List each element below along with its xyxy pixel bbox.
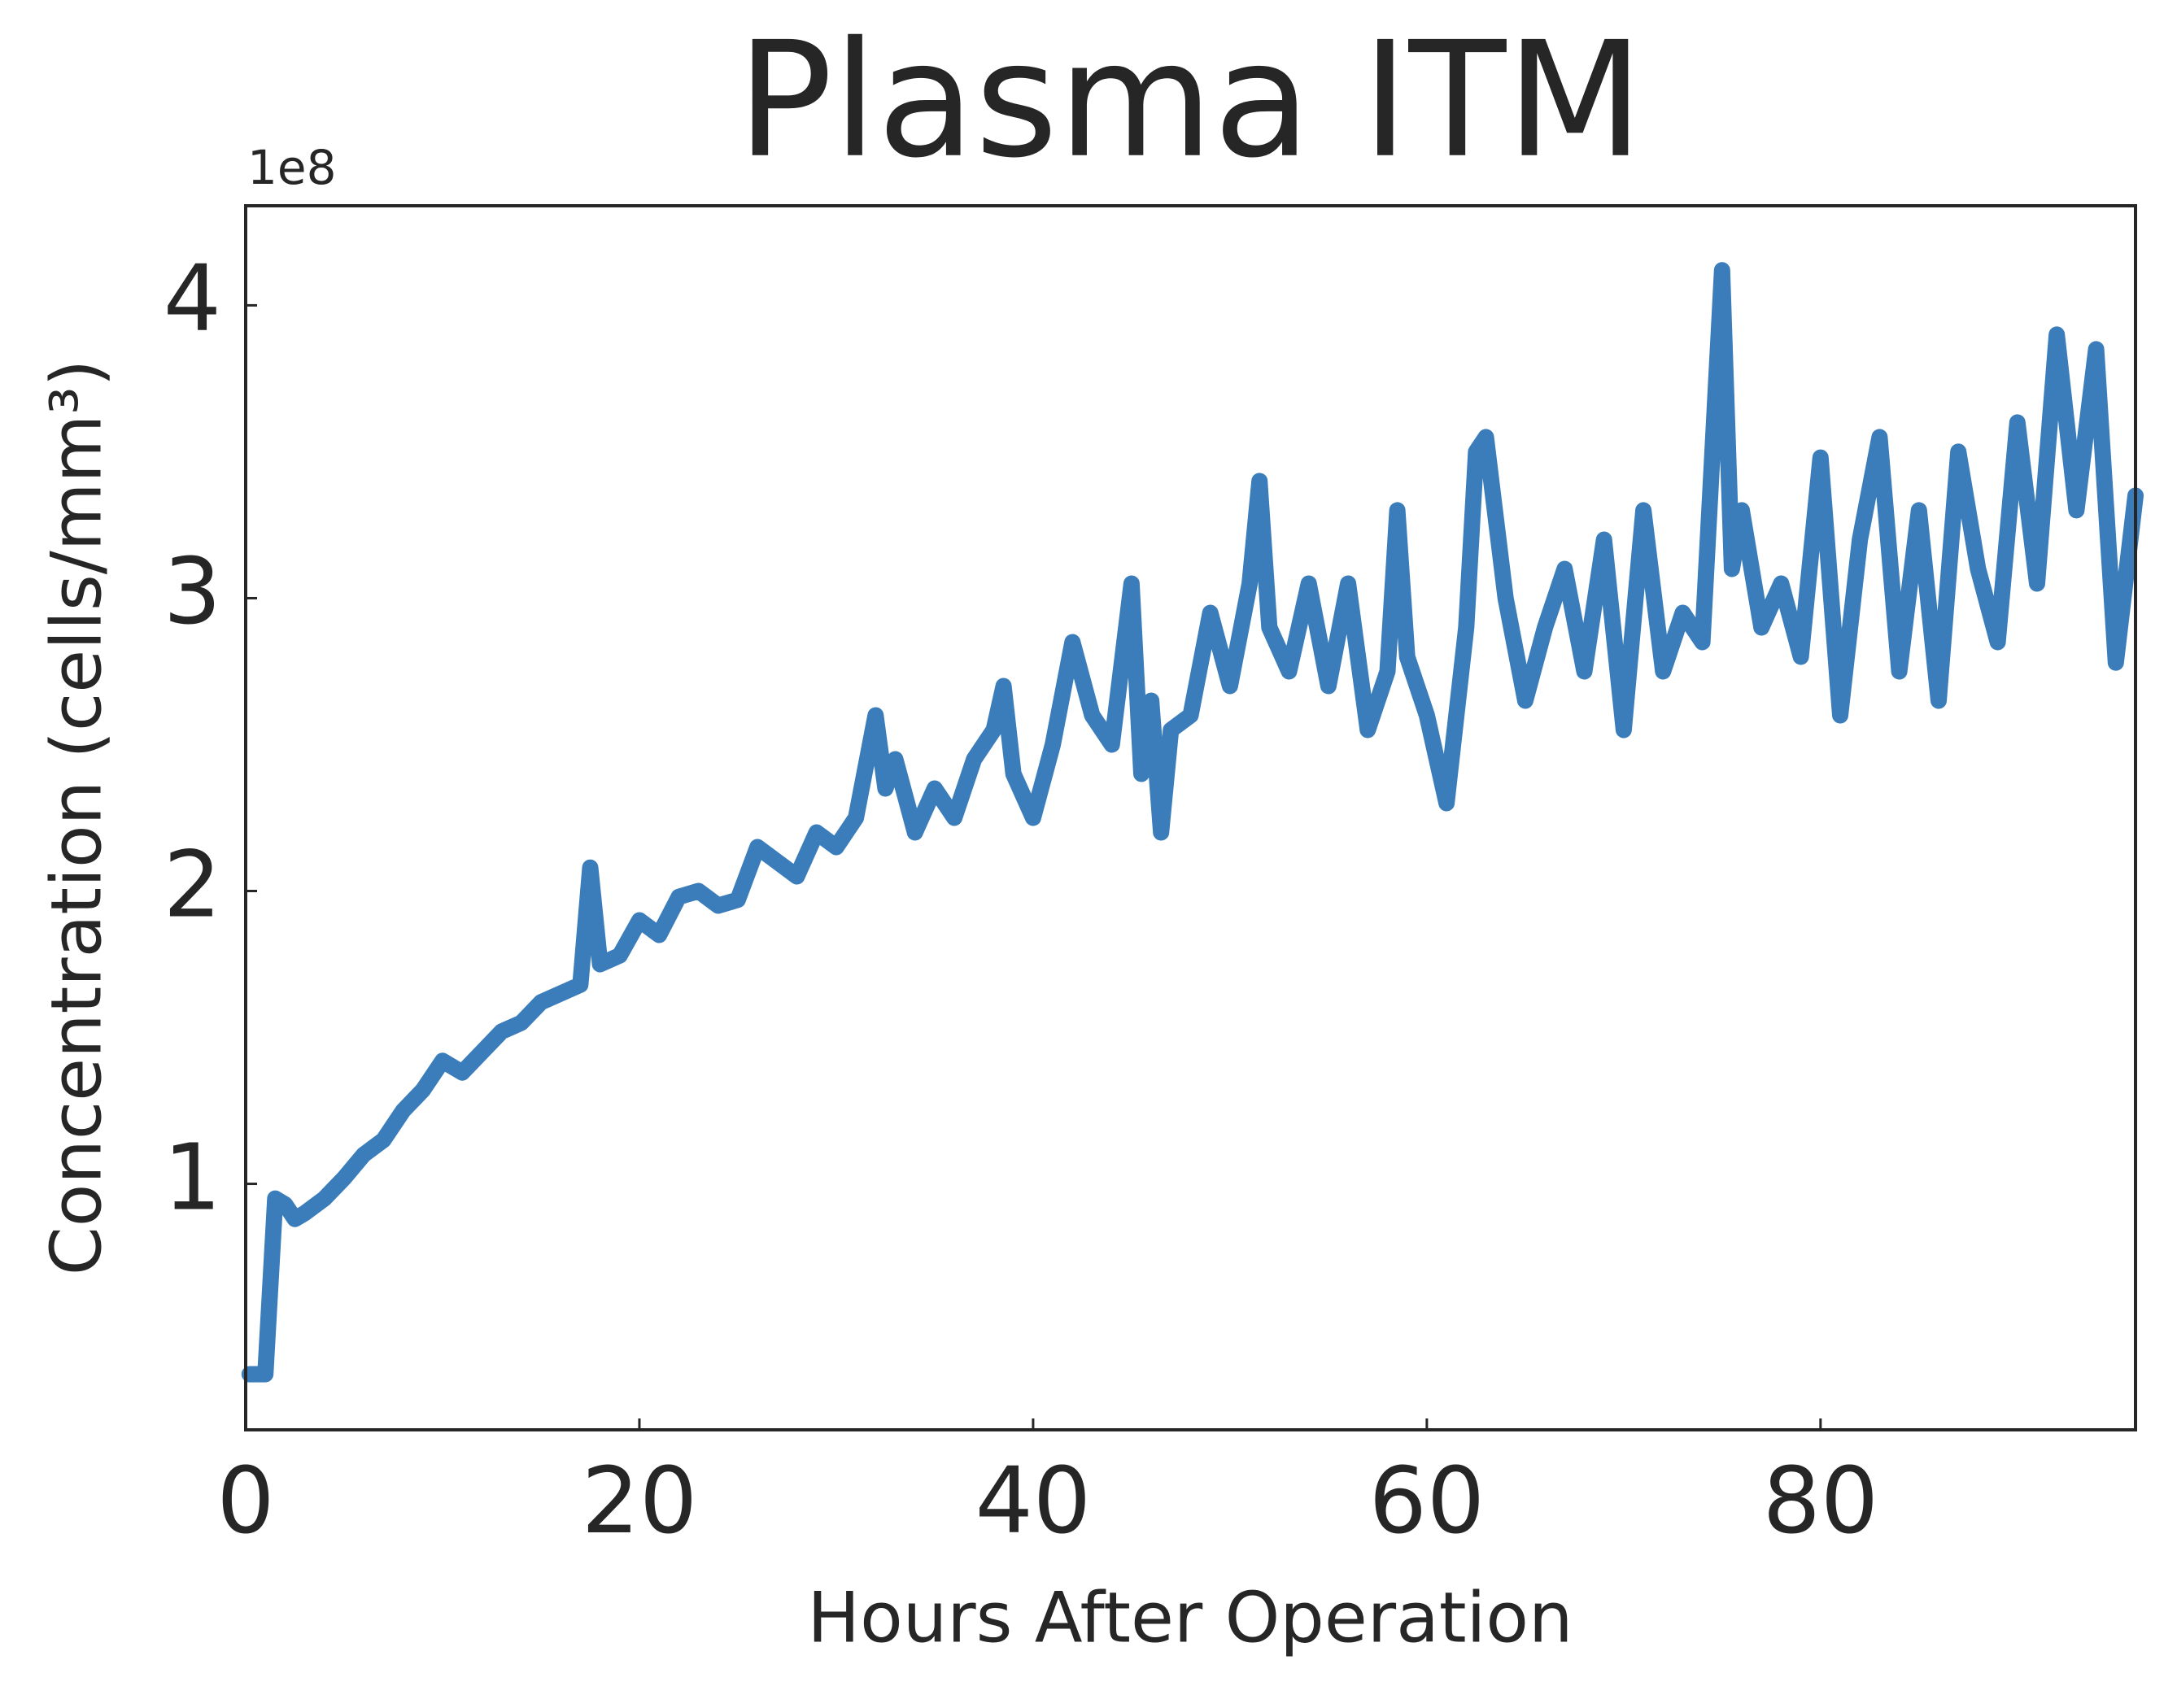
x-axis-label: Hours After Operation: [807, 1577, 1573, 1658]
y-axis-label: Concentration (cells/mm³): [36, 359, 117, 1276]
chart-title: Plasma ITM: [737, 8, 1644, 194]
y-tick-label: 3: [164, 539, 221, 645]
plot-frame: [244, 204, 2137, 1431]
x-tick-label: 40: [975, 1449, 1092, 1554]
x-tick-label: 80: [1763, 1449, 1879, 1554]
y-tick-label: 2: [164, 832, 221, 938]
x-tick-label: 60: [1369, 1449, 1486, 1554]
y-tick-label: 4: [164, 246, 221, 352]
y-tick-label: 1: [164, 1125, 221, 1231]
x-tick-label: 0: [216, 1449, 274, 1554]
line-series: [241, 262, 2144, 1383]
x-tick-label: 20: [582, 1449, 698, 1554]
y-offset-label: 1e8: [247, 140, 337, 195]
